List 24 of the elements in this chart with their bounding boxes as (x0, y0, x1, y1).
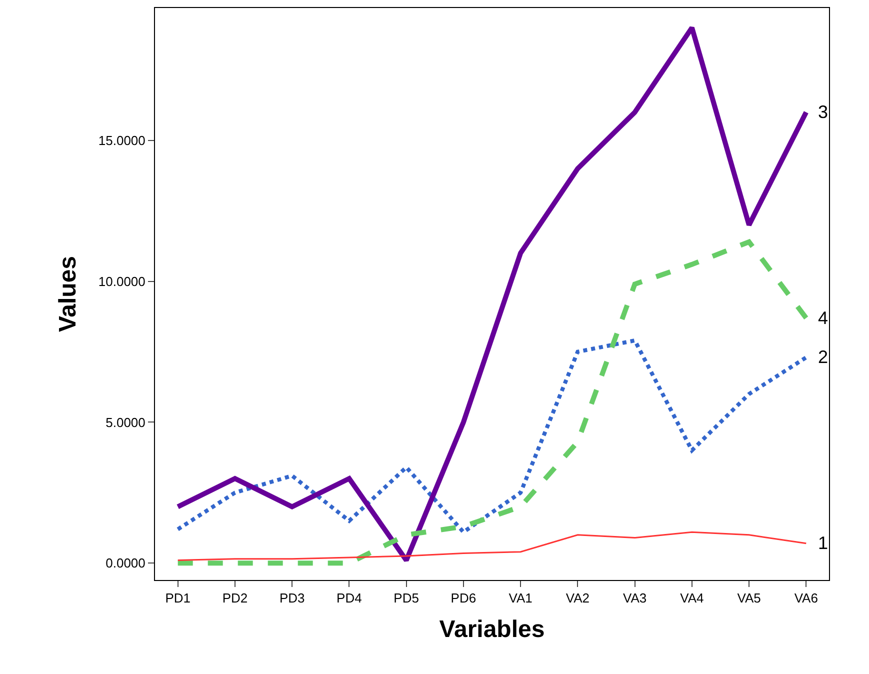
x-tick-label: PD2 (222, 590, 248, 606)
line-series (177, 531, 807, 562)
x-tick-label: PD4 (336, 590, 362, 606)
series-label: 3 (818, 102, 828, 122)
x-tick-label: PD5 (394, 590, 419, 606)
y-tick-label: 5.0000 (106, 414, 146, 430)
x-tick-label: VA6 (794, 590, 818, 606)
x-tick-label: VA4 (680, 590, 704, 606)
y-tick-label: 15.0000 (98, 132, 146, 148)
y-tick-label: 0.0000 (106, 556, 146, 571)
y-tick-label: 10.0000 (98, 274, 146, 289)
y-axis-title: Values (54, 256, 82, 332)
x-tick-label: PD1 (165, 590, 190, 606)
x-tick-label: VA3 (622, 590, 647, 606)
series-label: 4 (818, 308, 828, 328)
series-label: 2 (818, 347, 828, 367)
line-series (176, 338, 808, 534)
x-tick-label: PD3 (279, 590, 305, 606)
x-tick-label: VA5 (737, 590, 761, 606)
series-label: 1 (818, 533, 828, 553)
x-tick-label: VA2 (566, 590, 590, 606)
x-tick-label: VA1 (508, 590, 532, 606)
x-axis-title: Variables (439, 616, 545, 643)
x-tick-label: PD6 (450, 590, 476, 606)
